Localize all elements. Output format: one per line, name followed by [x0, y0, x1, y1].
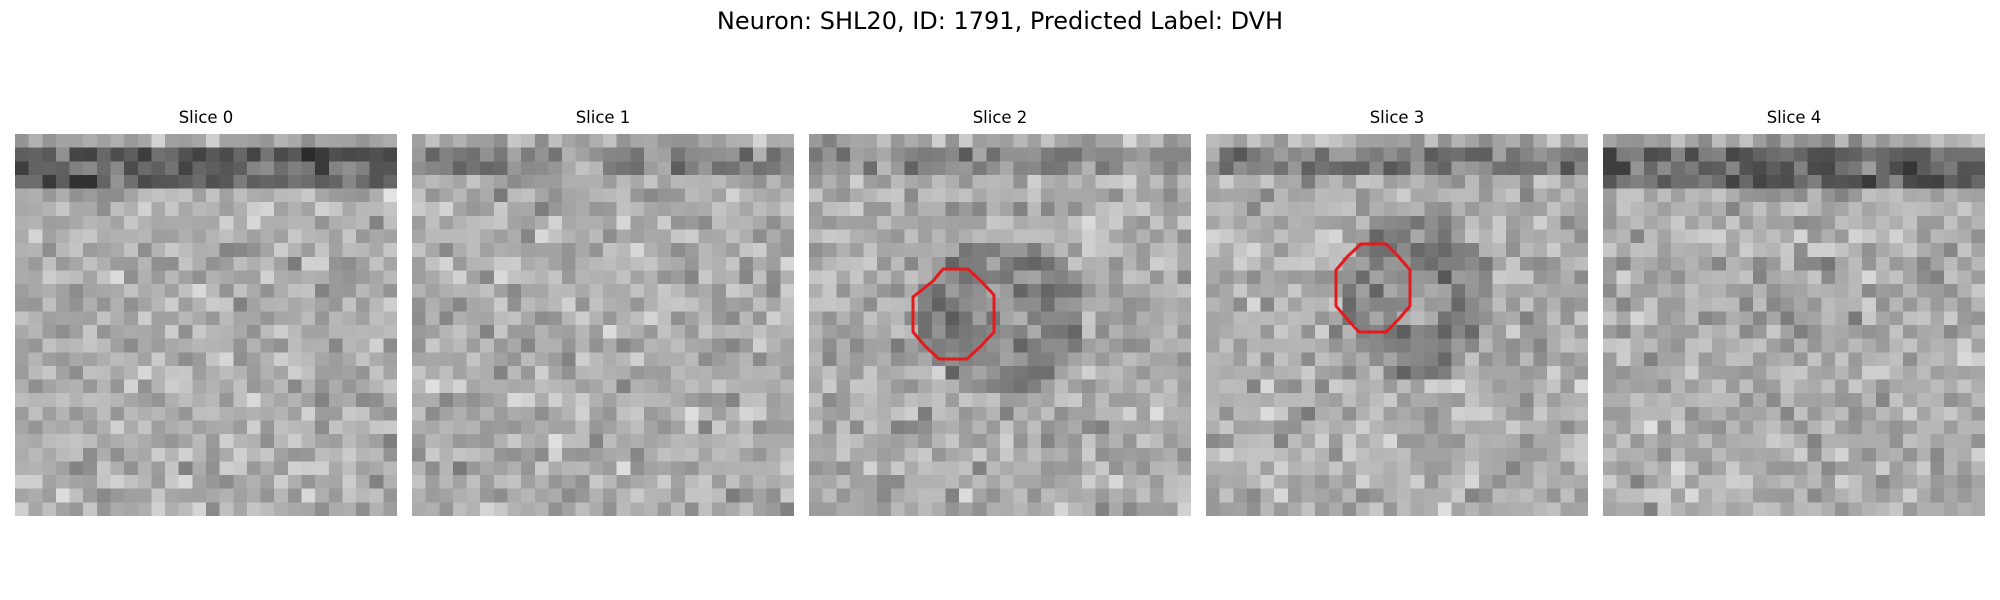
slice-image-0: [15, 134, 397, 516]
slice-image-1: [412, 134, 794, 516]
slice-panel-4: Slice 4: [1603, 108, 1985, 516]
slice-title-0: Slice 0: [178, 108, 234, 127]
slice-image-3: [1206, 134, 1588, 516]
slice-title-3: Slice 3: [1369, 108, 1425, 127]
slice-panel-2: Slice 2: [809, 108, 1191, 516]
slice-image-4: [1603, 134, 1985, 516]
slice-panel-3: Slice 3: [1206, 108, 1588, 516]
slice-panel-1: Slice 1: [412, 108, 794, 516]
slice-title-1: Slice 1: [575, 108, 631, 127]
slice-image-2: [809, 134, 1191, 516]
slice-panel-0: Slice 0: [15, 108, 397, 516]
slice-title-4: Slice 4: [1766, 108, 1822, 127]
figure-title: Neuron: SHL20, ID: 1791, Predicted Label…: [716, 7, 1284, 35]
slice-title-2: Slice 2: [972, 108, 1028, 127]
